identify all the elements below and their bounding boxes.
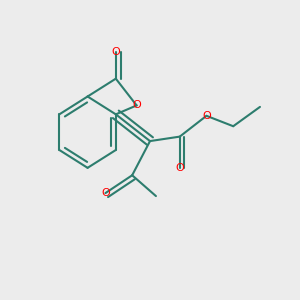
Text: O: O [101,188,110,198]
Text: O: O [132,100,141,110]
Text: O: O [111,47,120,57]
Text: O: O [175,163,184,173]
Text: O: O [202,111,211,121]
